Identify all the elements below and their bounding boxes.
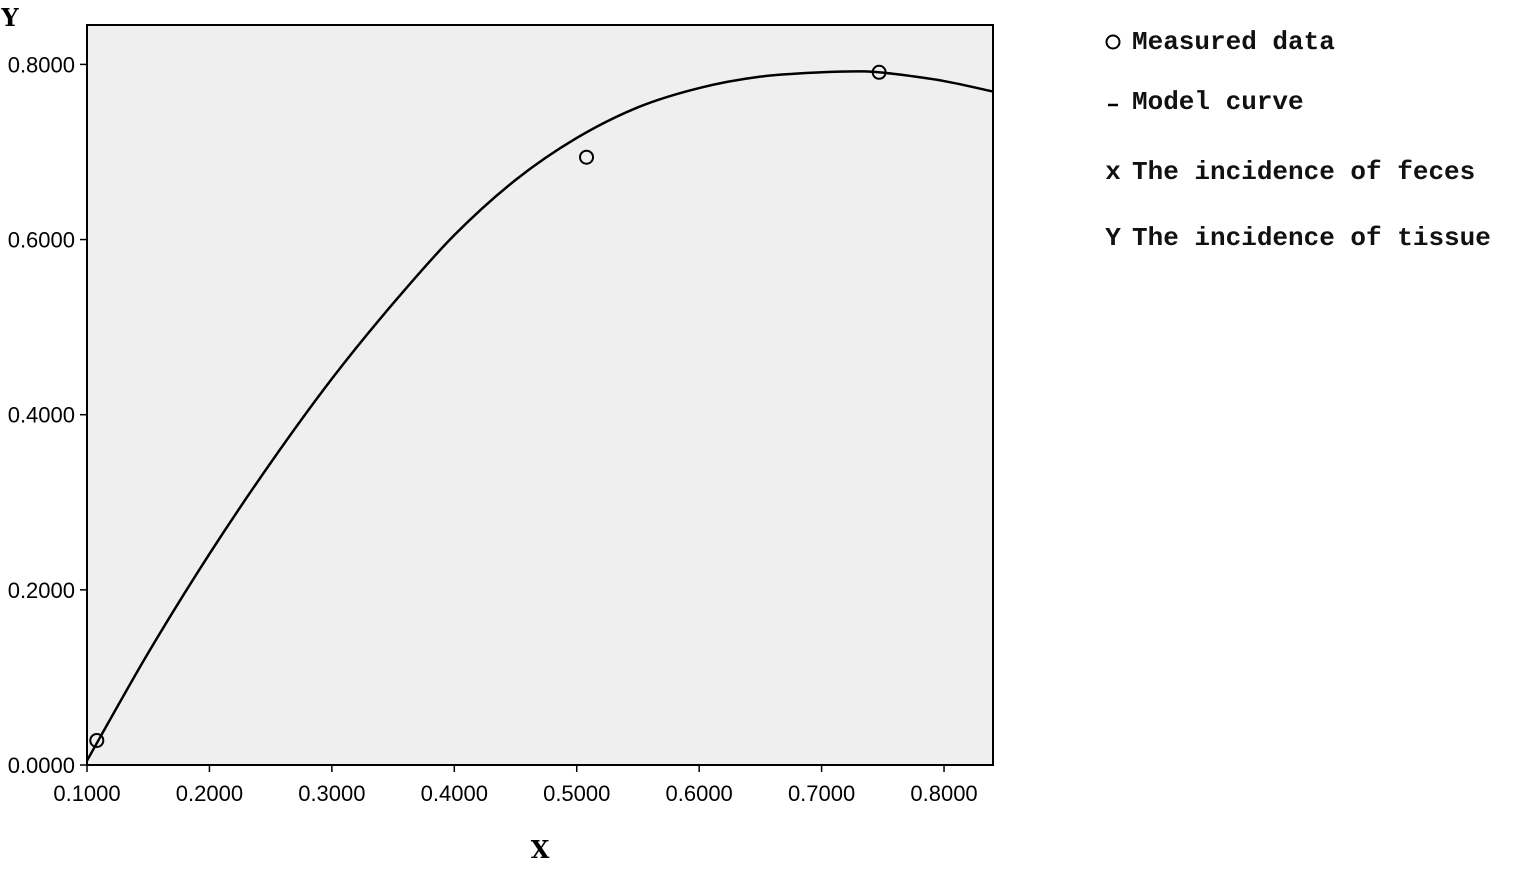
legend-label-y-var: The incidence of tissue	[1132, 223, 1491, 253]
y-tick-label: 0.6000	[8, 228, 75, 253]
measured-data-point	[89, 732, 105, 748]
x-tick-label: 0.2000	[176, 781, 243, 806]
legend-label-measured: Measured data	[1132, 27, 1335, 57]
measured-data-point	[579, 149, 595, 165]
x-tick-label: 0.4000	[421, 781, 488, 806]
y-tick-label: 0.8000	[8, 52, 75, 77]
legend-glyph-y: Y	[1105, 223, 1121, 253]
legend-label-x-var: The incidence of feces	[1132, 157, 1476, 187]
y-axis-title: Y	[0, 3, 19, 32]
y-tick-label: 0.2000	[8, 578, 75, 603]
x-tick-label: 0.6000	[666, 781, 733, 806]
legend-item-model: Model curve	[1100, 84, 1304, 120]
plot-area	[86, 24, 994, 766]
line-dash-icon	[1100, 84, 1126, 120]
legend-item-y-var: Y The incidence of tissue	[1100, 220, 1491, 256]
measured-data-point	[871, 64, 887, 80]
circle-marker-icon	[1100, 24, 1126, 60]
legend-label-model: Model curve	[1132, 87, 1304, 117]
y-tick-label: 0.4000	[8, 403, 75, 428]
x-tick-label: 0.1000	[53, 781, 120, 806]
x-axis-title: X	[531, 835, 550, 864]
x-tick-label: 0.8000	[910, 781, 977, 806]
x-tick-label: 0.7000	[788, 781, 855, 806]
x-tick-label: 0.5000	[543, 781, 610, 806]
y-tick-label: 0.0000	[8, 753, 75, 778]
model-curve-line	[87, 70, 993, 762]
legend-glyph-x: x	[1105, 157, 1121, 187]
x-tick-label: 0.3000	[298, 781, 365, 806]
legend-item-x-var: x The incidence of feces	[1100, 154, 1475, 190]
legend-item-measured: Measured data	[1100, 24, 1335, 60]
